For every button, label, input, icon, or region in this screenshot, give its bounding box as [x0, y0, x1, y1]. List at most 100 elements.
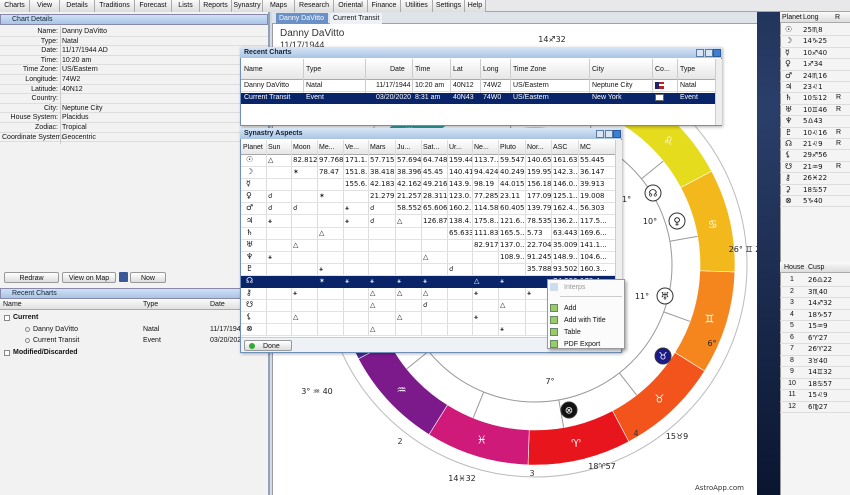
button-label[interactable]: Redraw [19, 274, 44, 282]
table-row[interactable] [241, 228, 615, 240]
window-button[interactable] [605, 130, 613, 138]
table-row[interactable] [241, 288, 615, 301]
sign-segment [680, 170, 736, 273]
menu-label[interactable]: Settings [435, 2, 462, 9]
button[interactable]: View on Map [62, 272, 116, 283]
menu-tab[interactable]: Traditions [95, 0, 135, 12]
menu-item[interactable]: Table [564, 329, 581, 336]
planet-degree: 21° [617, 195, 631, 204]
tab-label[interactable]: Danny DaVitto [279, 14, 325, 22]
menu-tab[interactable]: Finance [368, 0, 401, 12]
menu-label[interactable]: Lists [178, 2, 193, 9]
menu-label[interactable]: Details [66, 2, 88, 9]
menu-tab[interactable]: View [30, 0, 60, 12]
planet-glyph: ♉ [659, 352, 668, 363]
table-row[interactable] [241, 216, 615, 228]
aspect-cell: ⚹ [527, 289, 532, 298]
table-row [780, 390, 850, 402]
column-label: Me... [319, 144, 335, 151]
menu-tab[interactable]: Maps [263, 0, 295, 12]
table-row[interactable] [241, 240, 615, 252]
button-label[interactable]: Now [140, 274, 155, 282]
planet-degree: 10° [643, 217, 657, 226]
group-label[interactable]: Current [13, 314, 39, 321]
item-name[interactable]: Current Transit [33, 337, 80, 344]
menu-item[interactable]: Add with Title [564, 317, 606, 324]
menu-tab[interactable]: Help [465, 0, 486, 12]
table-row[interactable] [241, 167, 615, 180]
menu-label[interactable]: Help [467, 2, 483, 9]
menu-tab[interactable]: Oriental [334, 0, 368, 12]
house-number: 2 [790, 287, 794, 295]
button[interactable]: Now [130, 272, 166, 283]
aspect-cell: 159.955 [527, 168, 551, 177]
menu-item[interactable]: Add [564, 305, 577, 312]
window-button[interactable] [705, 49, 713, 57]
menu-label[interactable]: Finance [371, 2, 397, 9]
menu-tab[interactable]: Lists [172, 0, 200, 12]
button-label[interactable]: View on Map [68, 274, 110, 282]
menu-tab[interactable]: Research [295, 0, 334, 12]
item-name[interactable]: Danny DaVitto [33, 325, 79, 333]
table-row[interactable] [241, 81, 715, 92]
done-button[interactable]: Done [244, 340, 292, 351]
table-row [780, 25, 850, 37]
aspect-cell: 78.535 [527, 216, 551, 225]
aspect-cell: ⚹ [345, 204, 350, 213]
table-row[interactable] [241, 264, 615, 276]
aspect-cell: 137.0... [500, 240, 525, 249]
table-row[interactable] [241, 92, 715, 104]
chart-tab[interactable]: Current TransitCurrent Transit [330, 13, 382, 24]
window-close[interactable] [613, 130, 621, 138]
menu-tab[interactable]: Utilities [401, 0, 433, 12]
menu-label[interactable]: Charts [4, 2, 25, 9]
menu-label[interactable]: Traditions [99, 2, 130, 9]
menu-tab[interactable]: Synastry [232, 0, 263, 12]
menu-tab[interactable]: Charts [0, 0, 30, 12]
aspect-cell: ✶ [319, 192, 325, 201]
table-row[interactable] [241, 252, 615, 264]
menu-label[interactable]: Maps [269, 2, 288, 9]
menu-label[interactable]: Utilities [405, 2, 428, 9]
table-row[interactable] [241, 191, 615, 204]
tab-label[interactable]: Current Transit [333, 14, 380, 22]
facebook-icon[interactable] [119, 272, 128, 282]
menu-tab[interactable]: Forecast [135, 0, 172, 12]
menu-label[interactable]: Oriental [338, 2, 363, 9]
menu-label[interactable]: Reports [203, 2, 228, 9]
aspect-cell: ⚹ [474, 289, 479, 298]
house-cusp: 15♒9 [808, 322, 828, 330]
menu-label[interactable]: Research [299, 2, 329, 9]
group-label[interactable]: Modified/Discarded [13, 348, 78, 356]
cell: New York [592, 93, 622, 101]
table-row[interactable] [241, 312, 615, 325]
table-row[interactable] [241, 300, 615, 313]
table-row[interactable] [241, 179, 615, 192]
menu-tab[interactable]: Settings [433, 0, 465, 12]
chart-tab[interactable]: Danny DaVittoDanny DaVitto [276, 13, 328, 24]
menu-label[interactable]: Synastry [233, 2, 261, 9]
button-label[interactable]: Done [263, 342, 280, 350]
menu-tab[interactable]: Reports [200, 0, 232, 12]
table-row[interactable] [241, 276, 615, 289]
window-close[interactable] [713, 49, 721, 57]
menu-item[interactable]: Interps [564, 284, 586, 291]
table-row[interactable] [241, 155, 615, 168]
aspect-cell: 64.748 [423, 156, 447, 164]
button[interactable]: Redraw [4, 272, 59, 283]
menu-label[interactable]: View [36, 2, 53, 9]
menu-icon [550, 316, 558, 324]
table-row[interactable] [241, 324, 615, 337]
aspect-cell: 36.147 [580, 168, 605, 177]
menu-item[interactable]: PDF Export [564, 341, 601, 348]
table-row[interactable] [241, 203, 615, 216]
cell: Danny DaVitto [244, 82, 290, 89]
menu-tab[interactable]: Details [60, 0, 95, 12]
table-row [780, 93, 850, 105]
window-button[interactable] [696, 49, 704, 57]
sign-segment [428, 404, 530, 466]
table-row [780, 162, 850, 174]
aspect-cell: 104.6... [580, 252, 606, 261]
window-button[interactable] [596, 130, 604, 138]
menu-label[interactable]: Forecast [139, 2, 167, 9]
